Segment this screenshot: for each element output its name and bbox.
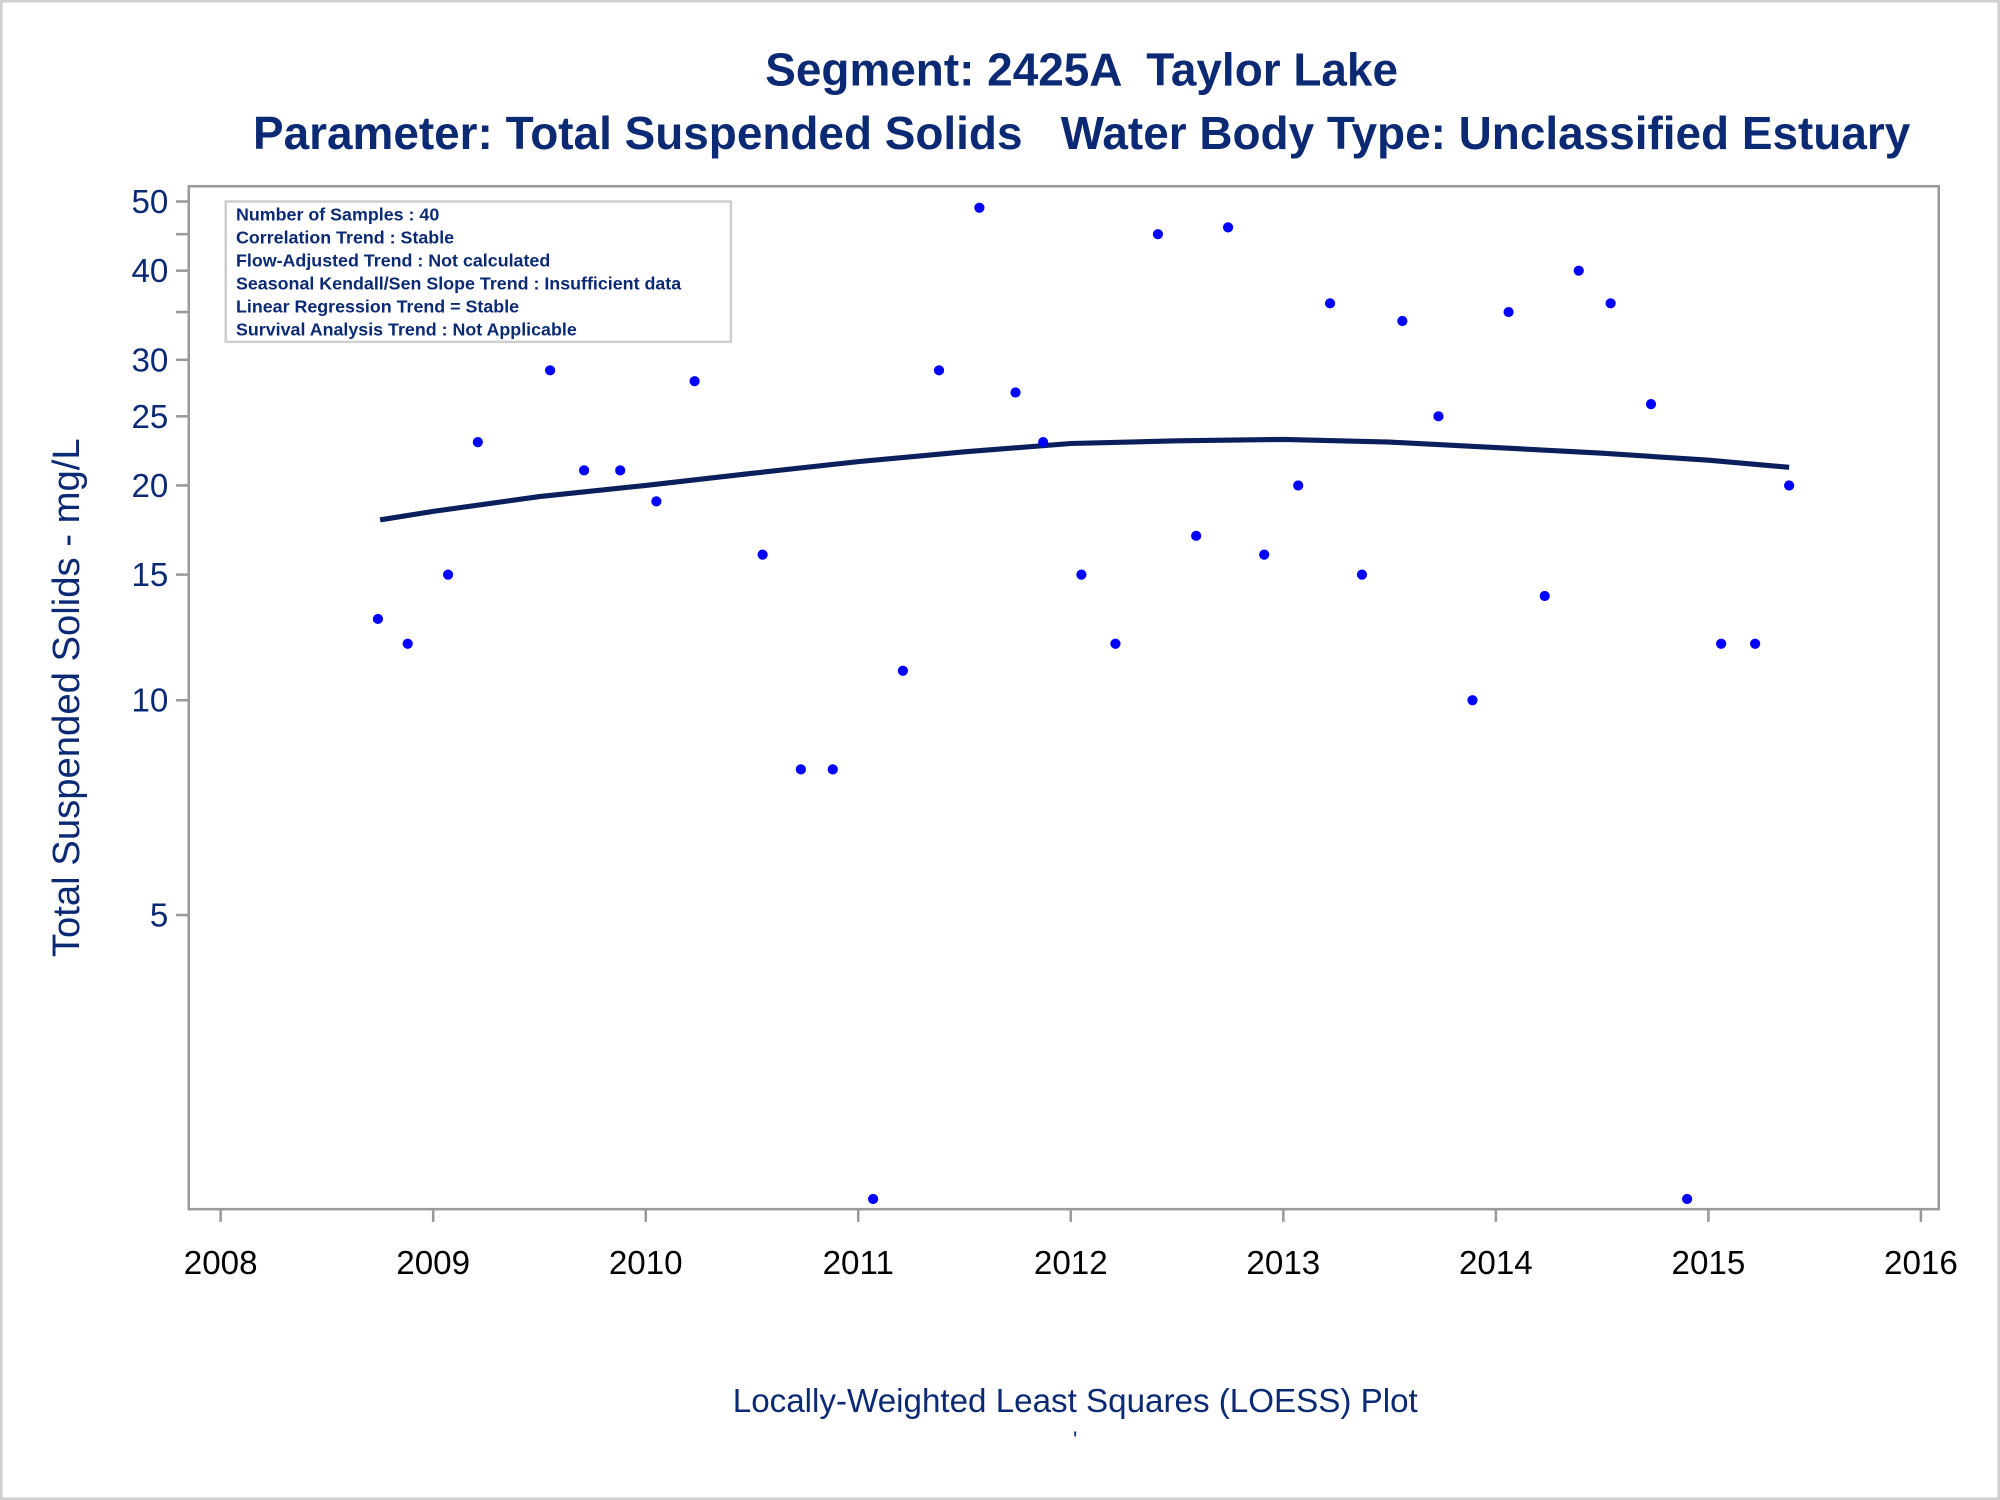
inset-line: Linear Regression Trend = Stable	[236, 297, 519, 317]
x-tick-label: 2012	[1034, 1245, 1108, 1282]
data-point	[795, 764, 806, 775]
inset-line: Number of Samples : 40	[236, 205, 439, 225]
data-point	[372, 613, 384, 625]
data-point	[651, 496, 662, 507]
data-point	[615, 465, 626, 476]
data-point	[1605, 298, 1616, 309]
data-point	[1293, 480, 1304, 491]
plot-area	[187, 184, 1941, 1211]
x-axis: 2008 2009 2010 2011 2012 2013 2014 2015 2016	[184, 1209, 1958, 1282]
loess-line	[379, 436, 1790, 523]
data-point	[1010, 387, 1021, 398]
data-point	[689, 376, 700, 387]
y-tick-label: 40	[131, 253, 168, 290]
data-point	[1259, 549, 1270, 560]
data-point	[1222, 222, 1234, 233]
footnote-mark: '	[1073, 1427, 1077, 1453]
y-axis: 5 10 15 20 25 30 40 50	[131, 184, 189, 935]
data-point	[1573, 265, 1584, 276]
data-point	[1076, 569, 1087, 580]
y-tick-label: 15	[131, 557, 168, 594]
x-tick-label: 2015	[1672, 1245, 1746, 1282]
data-point	[1716, 638, 1727, 649]
x-tick-label: 2010	[609, 1245, 683, 1282]
data-point	[933, 365, 945, 376]
y-tick-label: 25	[131, 399, 168, 436]
chart-subtitle: Parameter: Total Suspended Solids Water …	[253, 107, 1911, 159]
data-point	[1467, 695, 1478, 706]
inset-line: Survival Analysis Trend : Not Applicable	[236, 319, 577, 339]
x-tick-label: 2009	[396, 1245, 470, 1282]
y-tick-label: 10	[131, 683, 168, 720]
data-point	[757, 549, 768, 560]
chart-title: Segment: 2425A Taylor Lake	[765, 43, 1398, 95]
data-point	[1539, 590, 1550, 602]
inset-line: Seasonal Kendall/Sen Slope Trend : Insuf…	[236, 274, 682, 294]
inset-line: Correlation Trend : Stable	[236, 228, 454, 248]
data-point	[402, 638, 413, 649]
x-tick-label: 2016	[1884, 1245, 1958, 1282]
data-point	[442, 569, 454, 580]
inset-line: Flow-Adjusted Trend : Not calculated	[236, 251, 550, 271]
data-point	[1433, 411, 1444, 422]
y-axis-label: Total Suspended Solids - mg/L	[45, 438, 88, 957]
data-point	[472, 437, 483, 448]
data-point	[1356, 569, 1368, 580]
data-point	[1784, 480, 1795, 491]
data-point	[974, 202, 985, 213]
data-point	[1645, 399, 1657, 410]
data-point	[1191, 530, 1202, 541]
x-tick-label: 2011	[823, 1245, 894, 1282]
inset-box: Number of Samples : 40 Correlation Trend…	[224, 200, 733, 344]
data-point	[1503, 306, 1514, 318]
data-point	[1110, 638, 1121, 649]
y-tick-label: 50	[131, 184, 168, 221]
y-tick-label: 5	[150, 898, 168, 935]
x-tick-label: 2008	[184, 1245, 258, 1282]
data-point	[1397, 315, 1408, 327]
data-point	[827, 764, 838, 775]
y-tick-label: 30	[131, 342, 168, 379]
data-point	[578, 465, 590, 476]
data-point	[1682, 1193, 1693, 1205]
data-point	[1750, 638, 1761, 649]
data-point	[868, 1193, 879, 1205]
x-tick-label: 2013	[1246, 1245, 1320, 1282]
data-point	[1038, 437, 1049, 448]
x-tick-label: 2014	[1459, 1245, 1533, 1282]
data-point	[897, 665, 908, 676]
data-point	[1324, 298, 1336, 309]
footnote: Locally-Weighted Least Squares (LOESS) P…	[733, 1383, 1418, 1420]
data-point	[1152, 229, 1164, 240]
data-point	[544, 365, 556, 376]
y-tick-label: 20	[131, 468, 168, 505]
